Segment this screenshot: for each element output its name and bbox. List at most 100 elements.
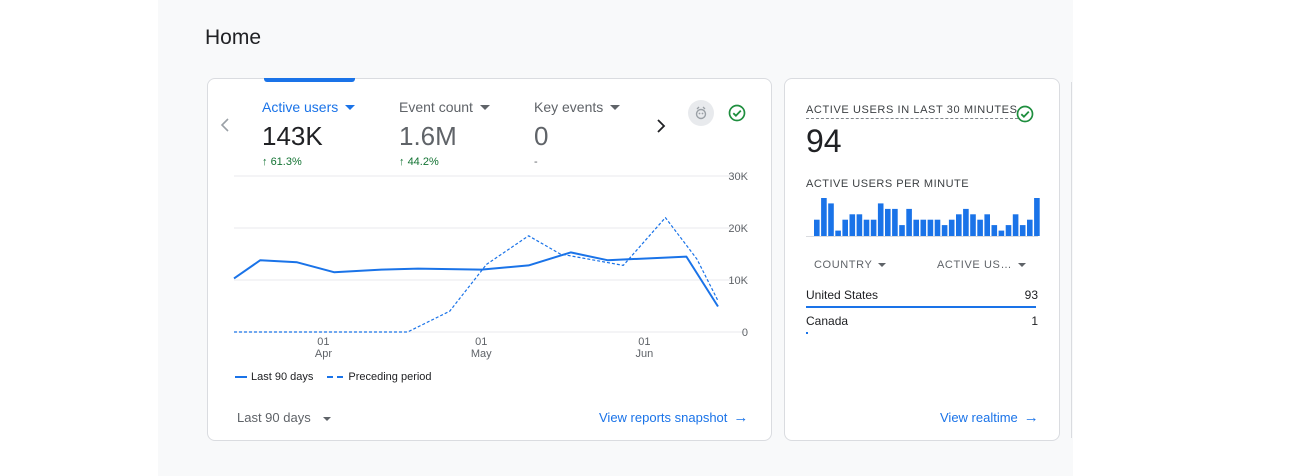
date-range-label: Last 90 days (237, 410, 311, 425)
per-minute-title: ACTIVE USERS PER MINUTE (806, 178, 970, 190)
legend-swatch-solid (235, 376, 247, 378)
insights-badge-icon[interactable] (688, 100, 714, 126)
x-tick-day: 01 (638, 336, 650, 348)
per-minute-bar[interactable] (927, 219, 934, 236)
per-minute-bar[interactable] (948, 219, 955, 236)
y-tick-label: 0 (742, 327, 748, 339)
per-minute-bar[interactable] (877, 203, 884, 236)
per-minute-bar[interactable] (870, 219, 877, 236)
row-share-bar (806, 332, 809, 334)
caret-down-icon (1018, 263, 1027, 268)
legend-label-current: Last 90 days (251, 371, 314, 383)
per-minute-bar[interactable] (991, 225, 998, 236)
link-label: View reports snapshot (599, 410, 728, 425)
table-row[interactable]: United States 93 (806, 288, 1038, 308)
y-tick-label: 20K (728, 223, 748, 235)
series-line-preceding-period (234, 217, 719, 333)
chart-legend: Last 90 days Preceding period (235, 371, 432, 383)
per-minute-bar[interactable] (984, 214, 990, 236)
overview-card: Active users 143K ↑ 61.3% Event count 1.… (207, 78, 772, 441)
metric-delta: - (534, 156, 538, 168)
per-minute-bar[interactable] (899, 225, 905, 236)
realtime-title[interactable]: ACTIVE USERS IN LAST 30 MINUTES (806, 104, 1018, 119)
link-label: View realtime (940, 410, 1018, 425)
per-minute-bar[interactable] (842, 219, 848, 236)
column-label: COUNTRY (814, 259, 873, 271)
view-reports-snapshot-link[interactable]: View reports snapshot → (599, 409, 748, 426)
series-line-last-90-days (233, 251, 719, 308)
per-minute-bar[interactable] (977, 219, 983, 236)
per-minute-bar[interactable] (1034, 198, 1040, 236)
arrow-right-icon: → (733, 409, 749, 426)
per-minute-bar[interactable] (913, 219, 919, 236)
per-minute-bar[interactable] (970, 214, 976, 236)
x-tick-month: Jun (635, 348, 653, 360)
metric-delta: ↑ 44.2% (399, 156, 490, 168)
per-minute-bar[interactable] (998, 230, 1005, 236)
legend-label-previous: Preceding period (348, 371, 432, 383)
metric-label[interactable]: Active users (262, 99, 356, 115)
per-minute-bar[interactable] (906, 208, 912, 236)
x-tick-month: Apr (315, 348, 332, 360)
page-title: Home (205, 26, 262, 49)
x-tick-day: 01 (475, 336, 487, 348)
per-minute-bar[interactable] (828, 203, 834, 236)
chevron-left-icon[interactable] (219, 115, 231, 137)
caret-down-icon (878, 263, 887, 268)
per-minute-bar[interactable] (863, 219, 870, 236)
metric-label-text: Event count (399, 99, 473, 115)
country-column-header[interactable]: COUNTRY (814, 259, 887, 271)
metric-label-text: Active users (262, 99, 339, 115)
y-tick-label: 10K (728, 275, 748, 287)
date-range-dropdown[interactable]: Last 90 days (237, 410, 331, 425)
metric-event-count[interactable]: Event count 1.6M ↑ 44.2% (399, 99, 490, 168)
x-tick-day: 01 (317, 336, 329, 348)
arrow-up-icon: ↑ (262, 156, 268, 168)
x-tick-month: May (471, 348, 492, 360)
row-country: United States (806, 288, 879, 302)
row-country: Canada (806, 314, 849, 328)
row-share-bar (806, 306, 1036, 308)
per-minute-bar[interactable] (934, 219, 941, 236)
metric-value: 0 (534, 121, 549, 151)
per-minute-bar[interactable] (956, 214, 962, 236)
per-minute-bar[interactable] (856, 214, 863, 236)
per-minute-bar[interactable] (941, 225, 948, 236)
per-minute-bar[interactable] (821, 198, 827, 236)
per-minute-bar[interactable] (814, 219, 820, 236)
metric-delta: ↑ 61.3% (262, 156, 355, 168)
metric-label-text: Key events (534, 99, 604, 115)
per-minute-bar[interactable] (1005, 225, 1012, 236)
per-minute-bar[interactable] (849, 214, 856, 236)
per-minute-bar[interactable] (892, 208, 898, 236)
caret-down-icon (322, 416, 331, 421)
realtime-card: ACTIVE USERS IN LAST 30 MINUTES 94 ACTIV… (784, 78, 1060, 441)
check-circle-icon[interactable] (1012, 101, 1038, 127)
per-minute-bar[interactable] (963, 208, 969, 236)
chevron-right-icon[interactable] (655, 116, 667, 138)
check-circle-icon[interactable] (724, 100, 750, 126)
caret-down-icon (345, 104, 356, 110)
row-value: 1 (1031, 314, 1038, 328)
metric-label[interactable]: Key events (534, 99, 621, 115)
metric-key-events[interactable]: Key events 0 - (534, 99, 621, 168)
caret-down-icon (610, 104, 621, 110)
active-users-column-header[interactable]: ACTIVE US… (937, 259, 1027, 271)
view-realtime-link[interactable]: View realtime → (940, 409, 1039, 426)
per-minute-bar[interactable] (1012, 214, 1019, 236)
realtime-value: 94 (806, 123, 842, 159)
per-minute-bar[interactable] (885, 208, 891, 236)
next-card-edge (1071, 82, 1072, 438)
metric-active-users[interactable]: Active users 143K ↑ 61.3% (262, 99, 356, 168)
metric-delta-text: 44.2% (407, 156, 439, 168)
metric-label[interactable]: Event count (399, 99, 490, 115)
metric-value: 143K (262, 121, 323, 151)
column-label: ACTIVE US… (937, 259, 1013, 271)
per-minute-bar[interactable] (920, 219, 927, 236)
per-minute-bar[interactable] (1019, 225, 1026, 236)
per-minute-bar[interactable] (835, 230, 841, 236)
per-minute-bar[interactable] (1027, 219, 1033, 236)
metric-value: 1.6M (399, 121, 457, 151)
row-value: 93 (1024, 288, 1038, 302)
table-row[interactable]: Canada 1 (806, 314, 1038, 334)
